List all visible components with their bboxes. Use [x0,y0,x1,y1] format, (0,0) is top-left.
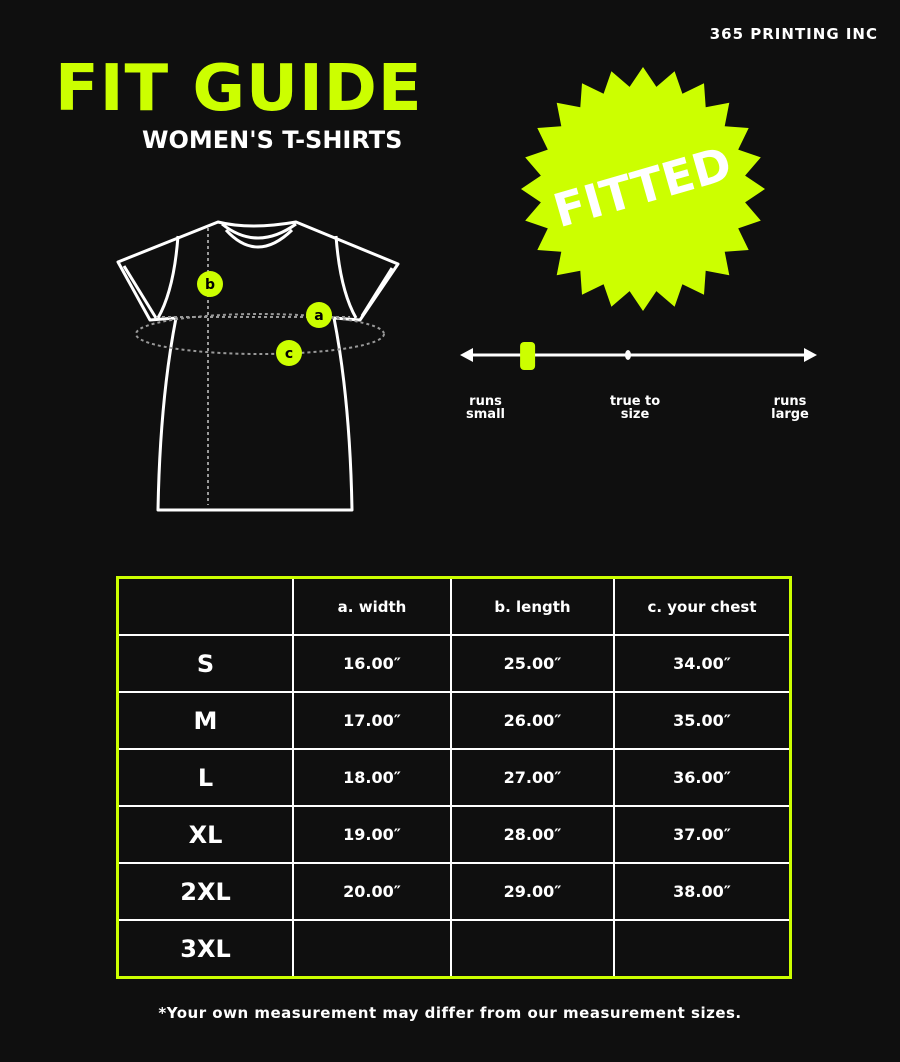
measurement-cell [613,919,792,979]
svg-text:b: b [205,277,215,293]
size-chart: a. width b. length c. your chest S 16.00″… [116,576,792,979]
fit-scale [455,335,825,375]
page-subtitle: WOMEN'S T-SHIRTS [142,126,403,154]
measurement-cell: 36.00″ [613,748,792,807]
label-c-icon: c [276,340,302,366]
header-width: a. width [292,576,452,636]
fit-marker [520,342,536,370]
label-runs-small: runs small [466,394,505,422]
arrow-right-icon [804,348,817,362]
tshirt-diagram: b a c [116,220,400,512]
measurement-cell [292,919,452,979]
measurement-cell: 16.00″ [292,634,452,693]
table-row: L 18.00″ 27.00″ 36.00″ [116,748,792,807]
measurement-cell [450,919,615,979]
table-row: M 17.00″ 26.00″ 35.00″ [116,691,792,750]
measurement-cell: 28.00″ [450,805,615,864]
size-label: L [116,748,294,807]
size-label: S [116,634,294,693]
starburst-icon [521,67,765,311]
header-chest: c. your chest [613,576,792,636]
table-row: 2XL 20.00″ 29.00″ 38.00″ [116,862,792,921]
svg-text:c: c [285,346,293,362]
disclaimer-note: *Your own measurement may differ from ou… [158,1004,742,1022]
header-length: b. length [450,576,615,636]
size-label: 2XL [116,862,294,921]
center-tick [625,350,631,360]
measurement-cell: 38.00″ [613,862,792,921]
arrow-left-icon [460,348,473,362]
measurement-cell: 17.00″ [292,691,452,750]
size-label: 3XL [116,919,294,979]
brand-name: 365 PRINTING INC [709,25,878,43]
label-runs-large: runs large [771,394,809,422]
measurement-cell: 29.00″ [450,862,615,921]
page-title: FIT GUIDE [55,52,423,126]
measurement-cell: 37.00″ [613,805,792,864]
size-label: XL [116,805,294,864]
measurement-cell: 35.00″ [613,691,792,750]
measurement-cell: 27.00″ [450,748,615,807]
size-label: M [116,691,294,750]
svg-text:a: a [314,308,323,324]
table-row: S 16.00″ 25.00″ 34.00″ [116,634,792,693]
measurement-cell: 25.00″ [450,634,615,693]
measurement-cell: 19.00″ [292,805,452,864]
measurement-cell: 26.00″ [450,691,615,750]
measurement-cell: 18.00″ [292,748,452,807]
chest-line [135,313,385,355]
label-true-to-size: true to size [609,394,661,422]
label-a-icon: a [306,302,332,328]
measurement-cell: 34.00″ [613,634,792,693]
table-row: 3XL [116,919,792,979]
header-empty [116,576,294,636]
label-b-icon: b [197,271,223,297]
table-header-row: a. width b. length c. your chest [116,576,792,636]
measurement-cell: 20.00″ [292,862,452,921]
fitted-badge: FITTED [521,67,765,311]
table-row: XL 19.00″ 28.00″ 37.00″ [116,805,792,864]
